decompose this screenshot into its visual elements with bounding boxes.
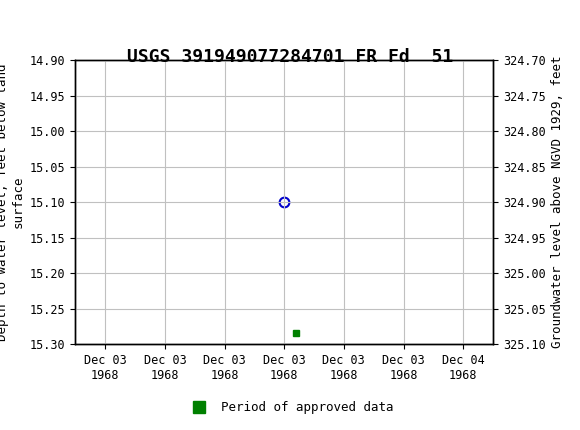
Text: USGS: USGS — [46, 12, 110, 33]
Y-axis label: Groundwater level above NGVD 1929, feet: Groundwater level above NGVD 1929, feet — [551, 56, 564, 348]
Y-axis label: Depth to water level, feet below land
surface: Depth to water level, feet below land su… — [0, 63, 24, 341]
Text: USGS 391949077284701 FR Fd  51: USGS 391949077284701 FR Fd 51 — [127, 48, 453, 66]
Legend: Period of approved data: Period of approved data — [181, 396, 399, 419]
